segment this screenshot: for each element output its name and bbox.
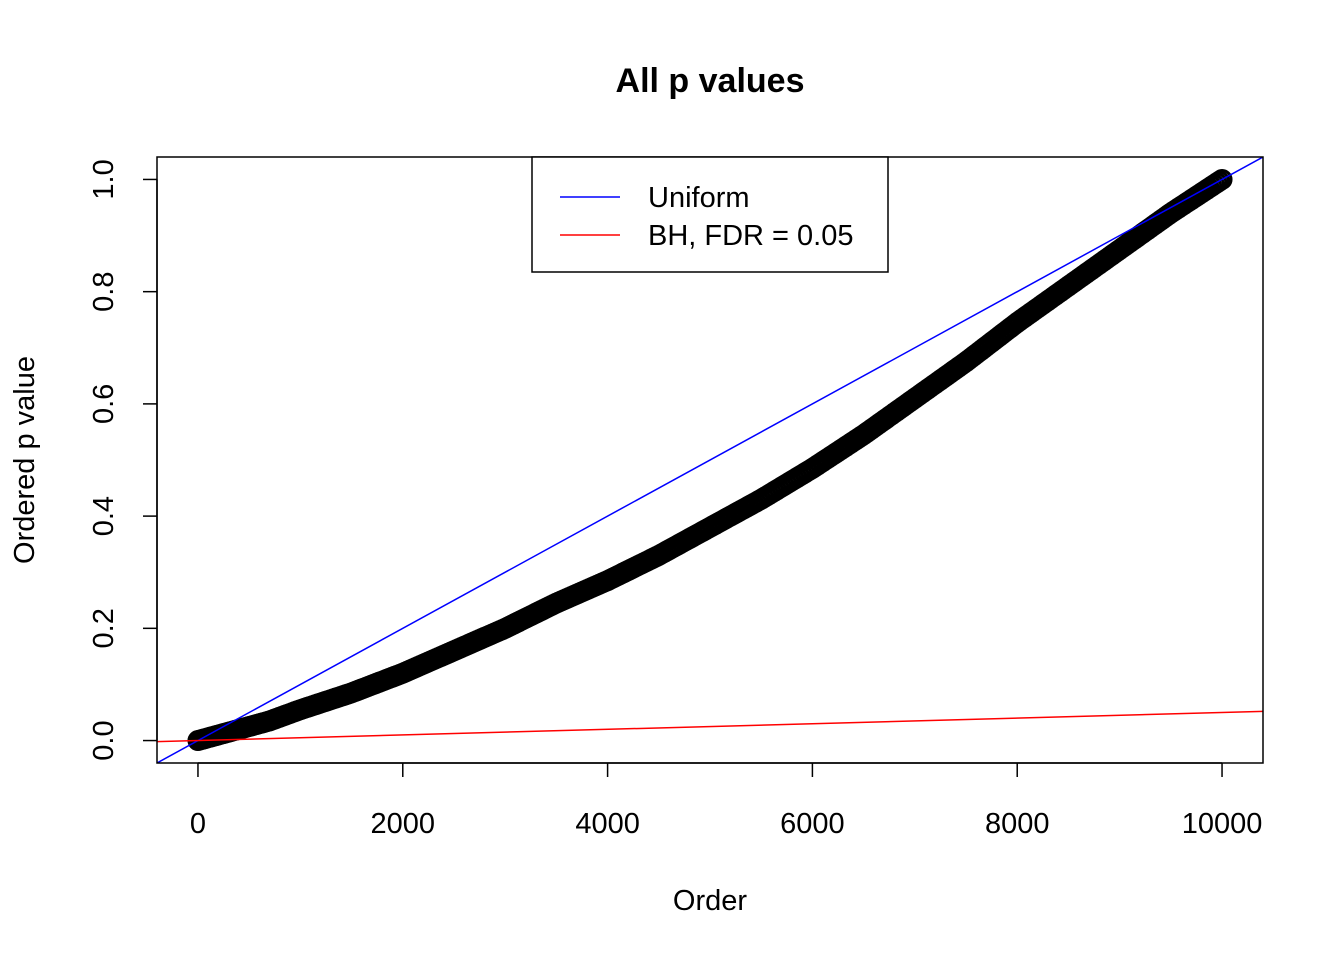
legend: Uniform BH, FDR = 0.05 [531,156,889,273]
y-axis-label: Ordered p value [9,356,41,564]
y-tick-label: 0.2 [88,608,120,648]
y-tick-label: 0.4 [88,496,120,536]
uniform-line [157,157,1263,763]
y-tick-label: 1.0 [88,159,120,199]
legend-label-uniform: Uniform [648,182,750,214]
chart-title: All p values [616,62,805,100]
x-tick-label: 10000 [1182,808,1263,840]
x-tick-label: 6000 [780,808,845,840]
legend-label-bh: BH, FDR = 0.05 [648,220,854,252]
axes: 0 2000 4000 6000 8000 10000 0.0 0.2 0.4 0.6 0.8 1.0 [88,159,1262,840]
plot-area [157,157,1263,763]
y-tick-label: 0.0 [88,720,120,760]
x-tick-label: 8000 [985,808,1050,840]
x-axis-label: Order [673,885,747,917]
y-tick-label: 0.6 [88,384,120,424]
bh-line [157,710,1263,743]
y-tick-label: 0.8 [88,272,120,312]
data-point [1211,168,1233,190]
scatter-series [187,168,1233,752]
legend-box [531,156,889,273]
x-tick-label: 4000 [575,808,640,840]
x-tick-label: 2000 [371,808,436,840]
x-tick-label: 0 [190,808,206,840]
